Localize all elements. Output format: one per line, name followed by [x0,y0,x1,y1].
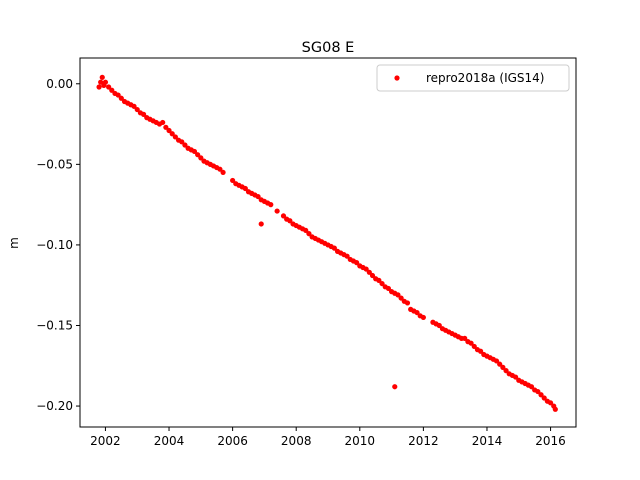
data-point [344,253,350,259]
data-point [198,155,204,161]
data-point [255,193,261,200]
data-point [169,131,175,137]
data-point [354,260,360,266]
chart-title: SG08 E [302,40,355,56]
data-point [98,79,104,85]
data-point [217,166,223,172]
data-point [420,314,426,321]
data-point [134,106,140,113]
data-point [118,95,124,101]
legend-box [376,64,570,92]
data-point [160,119,166,126]
data-point [195,152,201,158]
data-point [179,139,185,145]
data-point [230,177,236,184]
data-point [376,277,382,283]
data-point [115,92,121,98]
data-point [395,292,401,298]
data-point [392,384,398,390]
data-point [172,134,178,140]
data-point [468,340,474,346]
data-point [274,208,280,214]
data-point [182,142,188,148]
data-point [541,395,547,401]
data-point [258,221,264,227]
x-tick-label: 2002 [90,434,121,448]
data-point [471,343,477,350]
x-tick-label: 2014 [472,434,503,448]
data-point [220,169,226,176]
data-point [547,400,554,406]
x-tick-label: 2004 [154,434,185,448]
x-axis-ticks: 2002 2004 2006 2008 2010 2012 2014 2016 [90,427,566,448]
data-point [512,374,519,380]
data-point [462,335,468,341]
data-point [385,285,392,292]
x-tick-label: 2012 [408,434,439,448]
data-point [331,245,337,251]
data-point [131,103,137,109]
data-point [102,79,109,85]
y-tick-label: 0.00 [46,77,73,91]
data-point [303,227,309,234]
data-point [163,124,169,130]
x-tick-label: 2010 [345,434,376,448]
data-point [478,348,484,354]
data-point [497,361,503,367]
data-point [287,218,293,224]
data-point [306,231,312,237]
y-axis-ticks: 0.00 −0.05 −0.10 −0.15 −0.20 [36,77,80,413]
data-points [96,74,558,412]
y-tick-label: −0.05 [36,157,73,171]
y-tick-label: −0.20 [36,399,73,413]
x-tick-label: 2006 [217,434,248,448]
data-point [369,272,376,279]
data-point [191,148,198,155]
data-point [414,309,420,316]
data-point [109,87,115,93]
x-tick-label: 2016 [535,434,566,448]
data-point [379,280,385,287]
data-point [404,300,411,306]
data-point [96,84,102,90]
data-point [436,322,442,329]
x-tick-label: 2008 [281,434,312,448]
plot-area-frame [79,57,577,428]
legend: repro2018a (IGS14) [376,64,570,92]
data-point [535,388,541,395]
data-point [493,358,500,364]
data-point [242,185,248,192]
data-point [366,269,372,275]
y-axis-label: m [7,237,21,249]
y-tick-label: −0.15 [36,318,73,332]
data-point [363,266,369,272]
data-point [538,392,544,398]
data-point [552,406,558,412]
y-tick-label: −0.10 [36,238,73,252]
data-point [528,384,535,390]
data-point [398,295,404,301]
data-point [268,202,274,208]
data-point [166,127,172,134]
data-point [99,74,105,80]
legend-label: repro2018a (IGS14) [426,71,544,85]
data-point [280,213,287,219]
legend-marker [394,75,400,81]
data-point [503,368,509,374]
data-point [106,84,112,90]
data-point [500,364,506,370]
data-point [140,111,147,117]
